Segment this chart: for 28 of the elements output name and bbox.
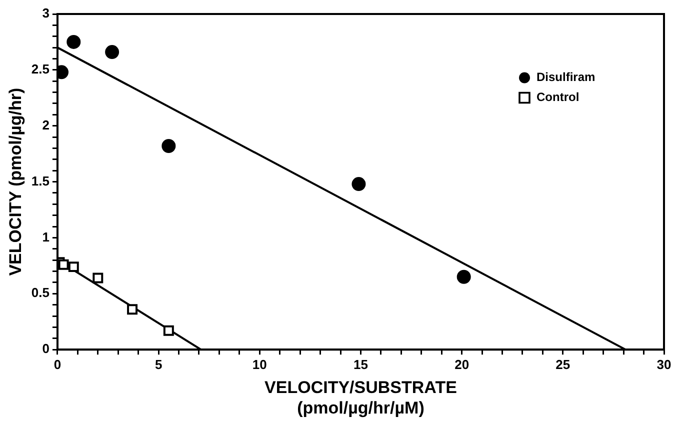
x-tick-label: 5 <box>154 356 162 372</box>
point <box>92 272 104 284</box>
legend-label: Control <box>536 90 580 104</box>
x-tick-label: 10 <box>252 356 267 372</box>
point <box>162 139 176 154</box>
point <box>352 177 366 192</box>
x-tick-label: 25 <box>556 356 570 372</box>
legend-label: Disulfiram <box>536 70 596 84</box>
point <box>127 304 138 315</box>
point <box>105 45 120 60</box>
point <box>68 262 79 272</box>
x-axis-title: VELOCITY/SUBSTRATE (pmol/µg/hr/µM) <box>264 378 457 418</box>
point <box>66 34 81 49</box>
x-tick-label: 0 <box>54 356 62 372</box>
point <box>456 270 471 284</box>
y-tick-label: 0 <box>42 341 50 356</box>
x-tick-label: 30 <box>656 356 672 372</box>
y-tick-label: 2.5 <box>31 62 50 77</box>
y-tick-label: 1 <box>42 229 50 244</box>
y-tick-label: 1.5 <box>31 173 50 188</box>
point <box>163 325 174 336</box>
x-tick-label: 15 <box>354 356 368 372</box>
y-axis-title: VELOCITY (pmol/µg/hr) <box>6 88 25 276</box>
point <box>58 259 69 270</box>
y-tick-label: 2 <box>42 117 50 132</box>
x-tick-label: 20 <box>454 356 470 372</box>
y-tick-label: 0.5 <box>31 285 50 300</box>
y-tick-label: 3 <box>42 6 50 21</box>
